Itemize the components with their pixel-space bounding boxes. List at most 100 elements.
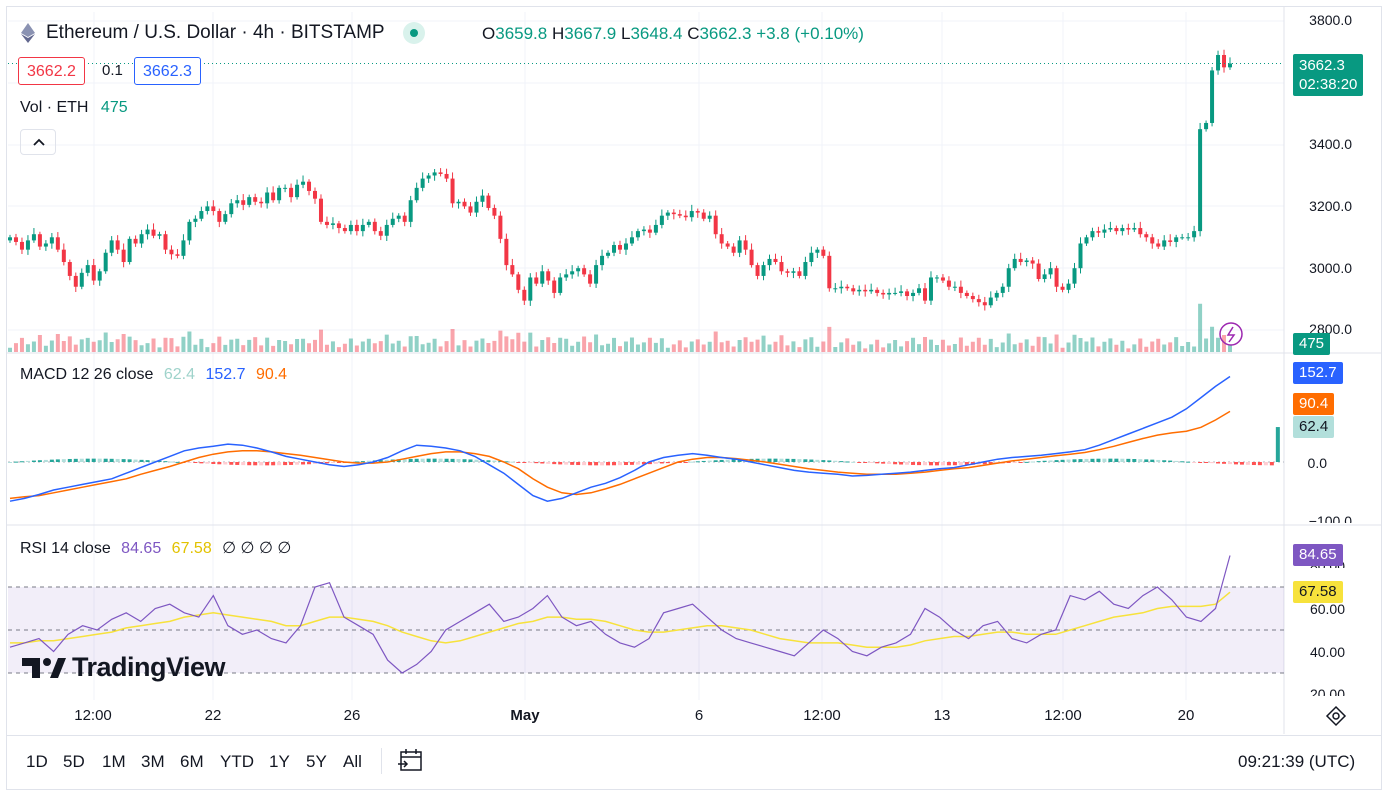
chart-settings-button[interactable] — [1325, 705, 1347, 727]
candle-body — [1048, 268, 1053, 275]
macd-histogram-bar — [773, 458, 778, 462]
macd-histogram-bar — [815, 459, 820, 462]
candle-body — [1132, 228, 1137, 230]
candle-body — [1162, 240, 1167, 247]
volume-bar — [211, 343, 216, 352]
volume-bar — [1048, 343, 1053, 352]
timeframe-1d[interactable]: 1D — [26, 752, 48, 771]
macd-histogram-bar — [253, 462, 258, 466]
macd-histogram-bar — [283, 462, 288, 466]
candle-body — [480, 195, 485, 202]
candle-body — [13, 237, 18, 242]
timeframe-5d[interactable]: 5D — [63, 752, 85, 771]
volume-bar — [1216, 337, 1221, 352]
timeframe-1y[interactable]: 1Y — [269, 752, 290, 771]
candle-body — [55, 237, 60, 250]
volume-bar — [61, 341, 66, 352]
macd-histogram-bar — [1060, 459, 1065, 462]
volume-bar — [121, 334, 126, 352]
volume-bar — [767, 344, 772, 352]
candle-body — [330, 223, 335, 225]
candle-body — [1090, 231, 1095, 238]
candle-body — [612, 245, 617, 253]
timeframe-5y[interactable]: 5Y — [306, 752, 327, 771]
candle-body — [211, 206, 216, 212]
go-to-date-button[interactable] — [397, 748, 425, 774]
volume-bar — [1012, 344, 1017, 352]
volume-bar — [91, 341, 96, 352]
macd-histogram-bar — [809, 459, 814, 462]
tradingview-logo[interactable]: TradingView — [22, 652, 226, 683]
macd-histogram-bar — [330, 462, 335, 463]
macd-histogram-bar — [229, 462, 234, 465]
timeframe-ytd[interactable]: YTD — [220, 752, 254, 771]
collapse-legend-button[interactable] — [20, 129, 56, 155]
candle-body — [773, 258, 778, 263]
candle-body — [905, 291, 910, 297]
candle-body — [85, 265, 90, 273]
volume-bar — [1006, 333, 1011, 352]
candle-body — [1120, 228, 1125, 232]
candle-body — [354, 224, 359, 232]
candle-body — [677, 214, 682, 216]
volume-bar — [1090, 337, 1095, 352]
macd-histogram-bar — [863, 462, 868, 463]
volume-bar — [1138, 338, 1143, 352]
timeframe-1m[interactable]: 1M — [102, 752, 126, 771]
volume-bar — [558, 337, 563, 352]
clock-display[interactable]: 09:21:39 (UTC) — [1238, 752, 1356, 771]
macd-line-tag: 152.7 — [1293, 362, 1343, 384]
candle-body — [1102, 229, 1107, 233]
candle-body — [295, 184, 300, 198]
macd-histogram-bar — [1174, 460, 1179, 462]
volume-bar — [1132, 344, 1137, 352]
sell-button[interactable]: 3662.2 — [18, 57, 85, 85]
symbol-header[interactable]: Ethereum / U.S. Dollar · 4h · BITSTAMP — [20, 22, 425, 44]
macd-histogram-bar — [707, 460, 712, 462]
macd-line-value: 152.7 — [205, 366, 246, 383]
macd-histogram-bar — [1114, 458, 1119, 462]
macd-histogram-bar — [911, 462, 916, 465]
candle-body — [31, 234, 36, 241]
candle-body — [881, 292, 886, 295]
volume-bar — [647, 337, 652, 352]
candle-body — [570, 271, 575, 275]
buy-button[interactable]: 3662.3 — [134, 57, 201, 85]
candle-body — [641, 229, 646, 232]
macd-histogram-bar — [1204, 462, 1209, 463]
macd-axis-label: −100.0 — [1308, 513, 1352, 523]
volume-bar — [1198, 303, 1203, 352]
macd-histogram-bar — [307, 462, 312, 465]
volume-bar — [845, 338, 850, 352]
candle-body — [923, 288, 927, 301]
timeframe-6m[interactable]: 6M — [180, 752, 204, 771]
macd-histogram-bar — [67, 458, 72, 462]
volume-bar — [1066, 342, 1071, 352]
timeframe-all[interactable]: All — [343, 752, 362, 771]
volume-label: Vol · ETH — [20, 99, 89, 116]
candle-body — [713, 215, 718, 235]
candle-body — [719, 234, 724, 244]
volume-bar — [821, 341, 826, 352]
candle-body — [217, 211, 222, 222]
candle-body — [223, 214, 228, 222]
macd-histogram-bar — [1138, 459, 1143, 462]
volume-bar — [396, 340, 401, 352]
macd-histogram-bar — [606, 462, 611, 466]
candle-body — [420, 178, 425, 188]
volume-bar — [103, 332, 108, 352]
volume-bar — [1222, 335, 1227, 352]
macd-histogram-bar — [1066, 459, 1071, 462]
macd-histogram-bar — [1180, 461, 1185, 463]
timeframe-3m[interactable]: 3M — [141, 752, 165, 771]
candle-body — [1024, 260, 1029, 263]
volume-bar — [462, 340, 467, 352]
volume-bar — [881, 347, 886, 352]
volume-bar — [289, 344, 294, 352]
macd-histogram-bar — [785, 458, 790, 462]
volume-bar — [1210, 326, 1215, 352]
candle-body — [928, 277, 933, 301]
candle-body — [366, 221, 371, 225]
volume-bar — [1000, 342, 1005, 352]
